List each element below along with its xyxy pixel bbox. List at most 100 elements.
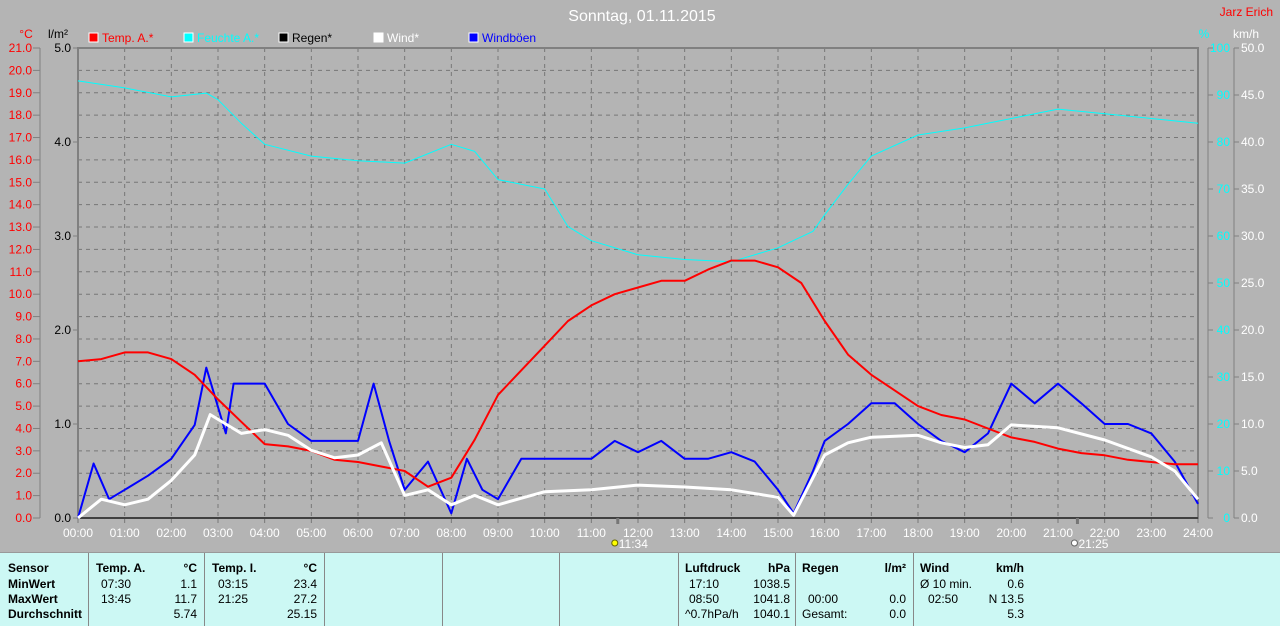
wind-tick-label: 30.0 (1241, 229, 1265, 243)
max-value: 1041.8 (753, 592, 790, 606)
unit: km/h (995, 561, 1024, 575)
header: Temp. I. (212, 561, 257, 575)
x-tick-label: 04:00 (250, 526, 280, 540)
chart-title: Sonntag, 01.11.2015 (568, 8, 715, 25)
humidity-tick-label: 80 (1217, 135, 1231, 149)
temp-unit: °C (19, 27, 33, 41)
humidity-tick-label: 60 (1217, 229, 1231, 243)
total-label: Gesamt: (802, 607, 848, 621)
header: Temp. A. (96, 561, 146, 575)
temp-tick-label: 19.0 (9, 86, 33, 100)
marker-time: 21:25 (1078, 537, 1108, 551)
x-tick-label: 11:00 (577, 526, 606, 540)
x-tick-label: 05:00 (296, 526, 326, 540)
header: Regen (802, 561, 839, 575)
rain-tick-label: 0.0 (54, 511, 71, 525)
avg-value: 25.15 (286, 607, 317, 621)
empty-column (442, 553, 560, 626)
rain-tick-label: 3.0 (54, 229, 71, 243)
temp-tick-label: 15.0 (9, 175, 33, 189)
unit: l/m² (884, 561, 906, 575)
max-time: 00:00 (808, 592, 839, 606)
humidity-tick-label: 70 (1217, 182, 1231, 196)
temp-tick-label: 8.0 (15, 332, 32, 346)
trend: ^0.7hPa/h (685, 607, 739, 621)
sun-icon (611, 539, 619, 547)
x-tick-label: 08:00 (436, 526, 466, 540)
temp-tick-label: 0.0 (15, 511, 32, 525)
total-value: 0.0 (889, 607, 906, 621)
min-value: 1038.5 (753, 577, 790, 591)
header: Wind (920, 561, 950, 575)
legend-label: Windböen (482, 31, 536, 45)
humidity-tick-label: 20 (1217, 417, 1231, 431)
legend-swatch (373, 32, 384, 43)
legend-swatch (88, 32, 99, 43)
weather-chart: Sonntag, 01.11.2015 Jarz Erich Temp. A.* Fe… (9, 5, 1273, 551)
x-tick-label: 09:00 (483, 526, 513, 540)
legend-swatch (468, 32, 479, 43)
max-time: 02:50 (928, 592, 959, 606)
temp-tick-label: 13.0 (9, 220, 33, 234)
temp-tick-label: 1.0 (15, 489, 32, 503)
x-tick-label: 21:00 (1043, 526, 1073, 540)
temp-tick-label: 12.0 (9, 242, 33, 256)
wind-column: Wind km/h Ø 10 min. 0.6 02:50 N 13.5 5.3 (913, 553, 1032, 626)
empty-column (324, 553, 443, 626)
pressure-column: Luftdruck hPa 17:10 1038.5 08:50 1041.8 … (678, 553, 796, 626)
avg-value: 1040.1 (753, 607, 790, 621)
wind-tick-label: 35.0 (1241, 182, 1265, 196)
humidity-tick-label: 40 (1217, 323, 1231, 337)
min-value: 23.4 (293, 577, 317, 591)
series-feuchte-a- (77, 80, 1199, 263)
x-tick-label: 18:00 (903, 526, 933, 540)
x-tick-label: 10:00 (530, 526, 560, 540)
legend-swatch (183, 32, 194, 43)
temp-tick-label: 3.0 (15, 444, 32, 458)
avg10-label: Ø 10 min. (920, 577, 973, 591)
max-time: 21:25 (218, 592, 249, 606)
x-tick-label: 06:00 (343, 526, 373, 540)
max-value: 0.0 (889, 592, 906, 606)
x-tick-label: 16:00 (810, 526, 840, 540)
humidity-tick-label: 90 (1217, 88, 1231, 102)
series-temp-a- (77, 259, 1198, 488)
legend-label: Temp. A.* (102, 31, 154, 45)
stats-panel: Sensor MinWert MaxWert Durchschnitt Temp… (0, 552, 1280, 626)
rain-unit: l/m² (48, 27, 68, 41)
humidity-unit: % (1199, 27, 1210, 41)
temp-tick-label: 7.0 (15, 354, 32, 368)
temp-tick-label: 18.0 (9, 108, 33, 122)
label-avg: Durchschnitt (8, 607, 83, 621)
temp-tick-label: 9.0 (15, 310, 32, 324)
humidity-tick-label: 50 (1217, 276, 1231, 290)
x-tick-label: 07:00 (390, 526, 420, 540)
wind-tick-label: 5.0 (1241, 464, 1258, 478)
max-value: N 13.5 (988, 592, 1024, 606)
author-label: Jarz Erich (1220, 5, 1273, 19)
wind-tick-label: 10.0 (1241, 417, 1265, 431)
legend-label: Wind* (387, 31, 419, 45)
avg-value: 5.3 (1007, 607, 1024, 621)
series-wind- (77, 413, 1200, 520)
temp-tick-label: 16.0 (9, 153, 33, 167)
moon-icon (1070, 539, 1078, 547)
unit: °C (303, 561, 317, 575)
unit: °C (183, 561, 197, 575)
temp-tick-label: 20.0 (9, 63, 33, 77)
avg10-value: 0.6 (1007, 577, 1024, 591)
temp-tick-label: 2.0 (15, 466, 32, 480)
empty-column (559, 553, 679, 626)
max-time: 08:50 (689, 592, 720, 606)
rain-tick-label: 4.0 (54, 135, 71, 149)
humidity-tick-label: 0 (1223, 511, 1230, 525)
x-tick-label: 24:00 (1183, 526, 1213, 540)
legend-swatch (278, 32, 289, 43)
humidity-tick-label: 30 (1217, 370, 1231, 384)
temp-tick-label: 6.0 (15, 377, 32, 391)
wind-tick-label: 15.0 (1241, 370, 1265, 384)
humidity-tick-label: 100 (1210, 41, 1230, 55)
temp-tick-label: 11.0 (10, 265, 33, 279)
temp-tick-label: 4.0 (15, 421, 32, 435)
legend-label: Feuchte A.* (197, 31, 259, 45)
